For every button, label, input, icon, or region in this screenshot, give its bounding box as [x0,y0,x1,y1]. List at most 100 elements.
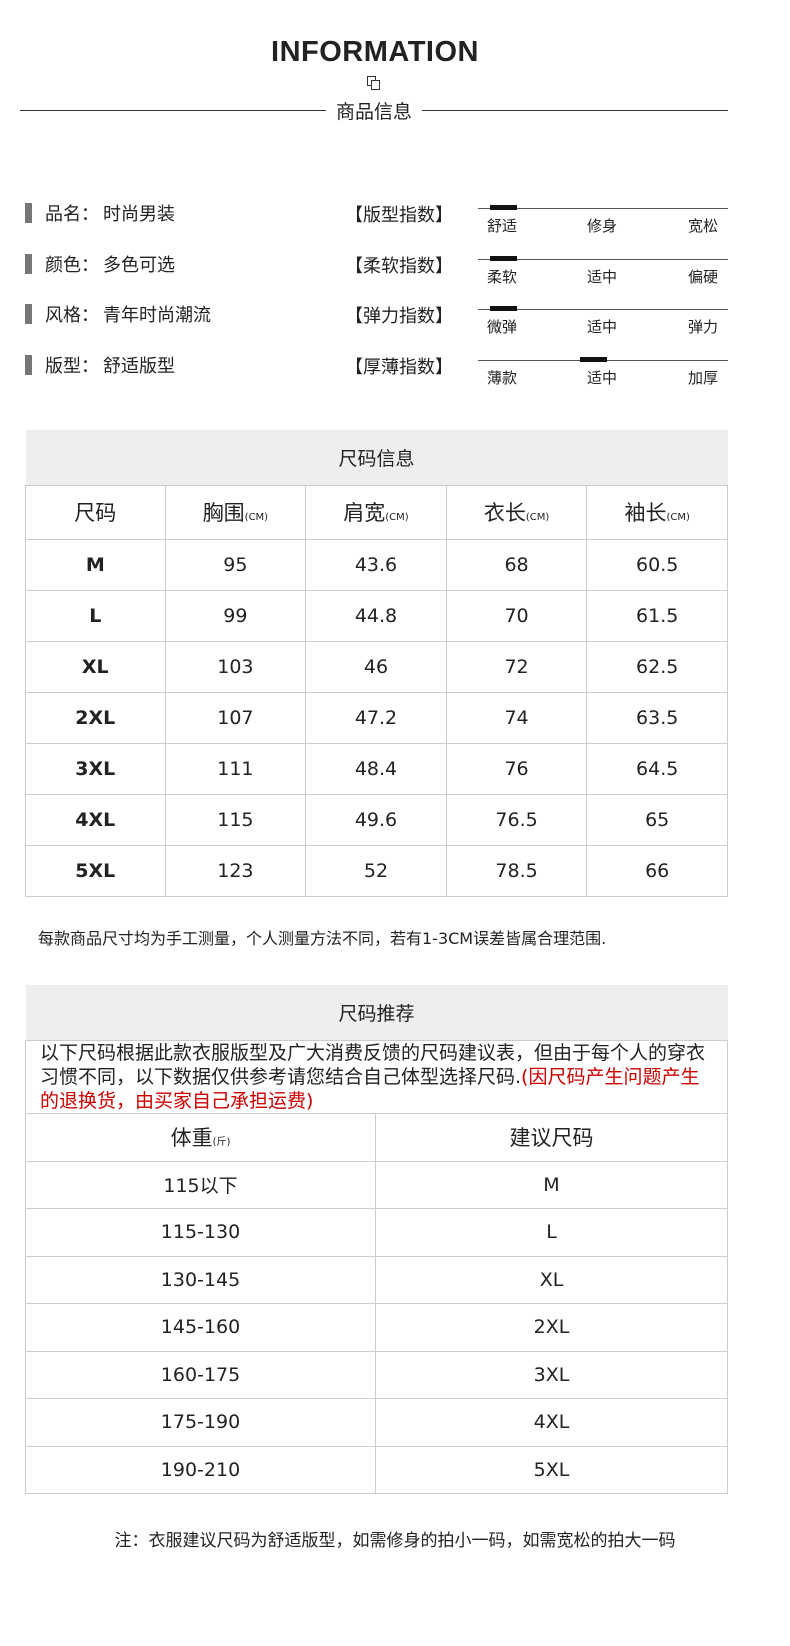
section-subtitle: 商品信息 [336,100,413,123]
size-table-title: 尺码信息 [25,430,728,485]
table-row: 3XL 111 48.4 76 64.5 [25,742,728,795]
info-row: 颜色： 多色可选 [25,252,175,276]
scale-marker [490,205,517,210]
unit-label: (CM) [525,512,550,523]
table-cell: 78.5 [445,844,588,897]
bullet-bar [25,203,32,223]
table-cell: 2XL [25,691,166,744]
divider [422,109,729,111]
index-label: 【厚薄指数】 [345,356,453,378]
squares-icon [367,76,381,90]
scale-marker [580,356,607,362]
col-header-label: 肩宽 [343,501,386,525]
col-header-label: 胸围 [202,501,245,525]
col-weight: 体重(斤) [25,1112,376,1162]
col-header-label: 衣长 [483,501,526,525]
table-cell: 5XL [375,1445,728,1494]
table-cell: 3XL [25,742,166,795]
table-cell: 70 [445,589,588,642]
info-label: 品名： [45,204,99,225]
scale-option: 修身 [587,217,618,235]
table-cell: 111 [164,742,307,795]
table-cell: 62.5 [586,640,728,693]
table-cell: L [375,1208,728,1257]
size-table: 尺码信息 尺码 胸围(CM) 肩宽(CM) 衣长(CM) 袖长(CM) M 95 43.6 6… [25,430,728,897]
col-header: 衣长(CM) [445,484,588,540]
info-value: 时尚男装 [103,204,175,225]
index-label: 【弹力指数】 [345,306,453,327]
index-scale: 舒适 修身 宽松 [478,205,728,248]
table-cell: 103 [164,640,307,693]
info-value: 舒适版型 [103,355,175,377]
table-cell: XL [375,1255,728,1304]
recommend-desc: 以下尺码根据此款衣服版型及广大消费反馈的尺码建议表，但由于每个人的穿衣习惯不同，… [25,1039,728,1114]
table-cell: 4XL [375,1398,728,1447]
table-row: 2XL 107 47.2 74 63.5 [25,691,728,744]
table-cell: 47.2 [305,691,447,744]
table-row: 160-175 3XL [25,1350,728,1399]
scale-line [478,309,728,310]
info-value: 青年时尚潮流 [103,305,211,326]
index-scale: 柔软 适中 偏硬 [478,255,728,299]
info-label: 风格： [45,305,99,326]
table-row: L 99 44.8 70 61.5 [25,589,728,642]
index-scale: 微弹 适中 弹力 [478,306,728,349]
table-cell: 115以下 [25,1160,376,1209]
table-cell: 3XL [375,1350,728,1399]
table-cell: 46 [305,640,447,693]
col-header: 尺码 [25,484,166,540]
scale-option: 舒适 [487,217,518,235]
table-cell: 76 [445,742,588,795]
info-label: 颜色： [45,254,99,276]
size-note: 每款商品尺寸均为手工测量，个人测量方法不同，若有1-3CM误差皆属合理范围. [38,929,607,948]
weight-label: 体重 [170,1126,213,1150]
col-header-label: 袖长 [624,501,667,525]
table-cell: 95 [164,538,307,591]
table-cell: L [25,589,166,642]
table-row: 5XL 123 52 78.5 66 [25,844,728,897]
table-cell: 130-145 [25,1255,376,1304]
table-cell: M [25,538,166,591]
table-row: 4XL 115 49.6 76.5 65 [25,793,728,846]
table-cell: 2XL [375,1303,728,1352]
index-scale: 薄款 适中 加厚 [478,356,728,400]
scale-option: 适中 [587,267,618,286]
table-row: 130-145 XL [25,1255,728,1304]
footer-note: 注：衣服建议尺码为舒适版型，如需修身的拍小一码，如需宽松的拍大一码 [114,1531,676,1551]
table-cell: 160-175 [25,1350,376,1399]
col-header-label: 尺码 [74,501,117,525]
info-value: 多色可选 [103,254,175,276]
table-cell: 145-160 [25,1303,376,1352]
scale-marker [490,255,517,261]
info-row: 版型： 舒适版型 [25,353,175,377]
table-row: M 95 43.6 68 60.5 [25,538,728,591]
scale-line [478,208,728,209]
table-cell: 76.5 [445,793,588,846]
bullet-bar [25,354,32,375]
unit-label: (CM) [244,512,269,523]
table-cell: 74 [445,691,588,744]
scale-option: 加厚 [688,368,719,387]
table-cell: 68 [445,538,588,591]
col-header: 肩宽(CM) [305,484,447,540]
table-cell: M [375,1160,728,1209]
table-cell: 107 [164,691,307,744]
table-row: 115以下 M [25,1160,728,1209]
table-cell: 5XL [25,844,166,897]
col-size: 建议尺码 [375,1112,728,1162]
scale-option: 偏硬 [688,267,719,286]
table-cell: 52 [305,844,447,897]
index-label: 【版型指数】 [345,205,453,226]
table-cell: 61.5 [586,589,728,642]
unit-label: (CM) [666,512,690,523]
scale-option: 薄款 [487,368,518,387]
recommend-title: 尺码推荐 [25,985,728,1040]
scale-option: 适中 [587,318,618,336]
bullet-bar [25,253,32,274]
table-row: 115-130 L [25,1208,728,1257]
recommend-table: 尺码推荐 以下尺码根据此款衣服版型及广大消费反馈的尺码建议表，但由于每个人的穿衣… [25,985,728,1494]
unit-label: (CM) [385,512,409,523]
table-cell: 64.5 [586,742,728,795]
bullet-bar [25,304,32,324]
table-cell: 44.8 [305,589,447,642]
